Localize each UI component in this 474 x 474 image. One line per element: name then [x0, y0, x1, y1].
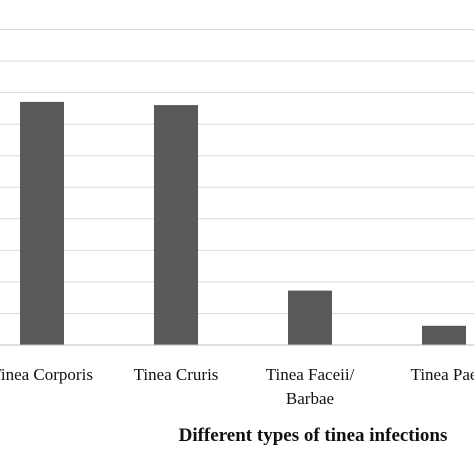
category-label-line: Barbae — [286, 389, 334, 408]
category-label: Tinea Cruris — [134, 365, 219, 384]
category-label-line: Tinea Cruris — [134, 365, 219, 384]
bar — [20, 101, 64, 346]
category-labels: Tinea Corporis Tinea Cruris Tinea Faceii/B… — [0, 365, 474, 408]
bar — [422, 325, 466, 345]
category-label: Tinea Faceii/Barbae — [266, 365, 355, 408]
category-label: Tinea Corporis — [0, 365, 93, 384]
bar-series — [20, 101, 466, 346]
category-label-line: Tinea Pae — [411, 365, 474, 384]
bar — [288, 290, 332, 345]
gridlines — [0, 29, 474, 314]
category-label-line: Tinea Corporis — [0, 365, 93, 384]
category-label: Tinea Pae — [411, 365, 474, 384]
category-label-line: Tinea Faceii/ — [266, 365, 355, 384]
x-axis-title: Different types of tinea infections — [179, 425, 448, 446]
bar — [154, 105, 198, 345]
